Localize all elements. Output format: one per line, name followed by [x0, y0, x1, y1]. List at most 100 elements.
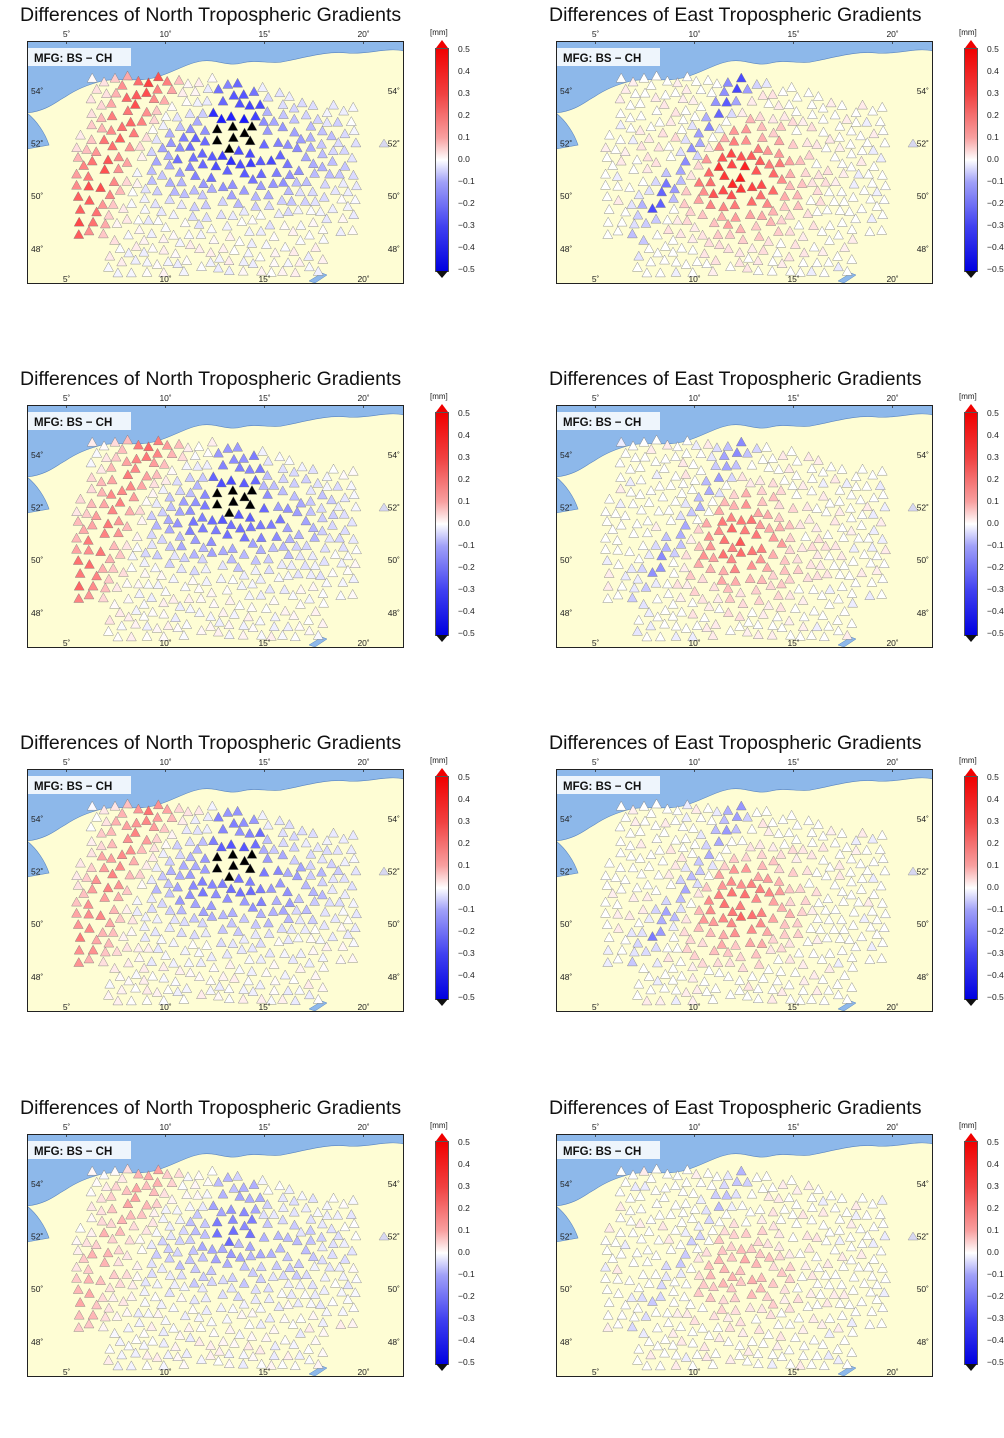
- station-marker: [610, 872, 621, 882]
- station-marker: [255, 883, 266, 894]
- station-marker: [238, 453, 250, 463]
- station-marker: [818, 1219, 829, 1230]
- station-marker: [85, 1186, 97, 1197]
- station-marker: [348, 897, 359, 908]
- station-marker: [817, 477, 829, 488]
- station-marker: [658, 463, 670, 473]
- station-marker: [101, 816, 112, 826]
- station-marker: [686, 142, 697, 153]
- station-marker: [347, 952, 359, 963]
- station-marker: [96, 122, 108, 133]
- station-marker: [679, 926, 690, 937]
- station-marker: [844, 1299, 855, 1309]
- station-marker: [615, 1165, 627, 1176]
- colorbar-tick: −0.1: [987, 904, 1004, 914]
- station-marker: [847, 191, 859, 202]
- station-marker: [637, 904, 649, 914]
- station-marker: [296, 97, 308, 108]
- station-marker: [193, 805, 205, 815]
- station-marker: [305, 204, 317, 215]
- station-marker: [705, 540, 716, 551]
- station-marker: [312, 477, 324, 488]
- station-marker: [672, 441, 683, 451]
- station-marker: [615, 862, 626, 872]
- station-marker: [263, 189, 274, 200]
- station-marker: [206, 436, 218, 447]
- station-marker: [141, 984, 153, 995]
- lat-tick-left: 52˚: [31, 867, 43, 877]
- station-marker: [228, 496, 239, 506]
- station-marker: [879, 137, 891, 148]
- station-marker: [672, 805, 683, 815]
- station-marker: [625, 486, 637, 497]
- station-marker: [178, 859, 190, 870]
- station-marker: [665, 878, 677, 889]
- station-marker: [98, 1227, 110, 1238]
- station-marker: [651, 798, 662, 809]
- station-marker: [164, 855, 176, 866]
- station-marker: [136, 115, 148, 126]
- station-marker: [675, 592, 686, 602]
- station-marker: [651, 1163, 662, 1174]
- station-marker: [705, 1292, 716, 1302]
- station-marker: [151, 1198, 163, 1208]
- station-marker: [753, 1323, 765, 1334]
- station-marker: [785, 629, 796, 640]
- station-marker: [279, 948, 290, 958]
- station-marker: [685, 933, 696, 944]
- station-marker: [859, 1277, 870, 1288]
- station-marker: [656, 186, 668, 197]
- station-marker: [188, 912, 200, 923]
- station-marker: [762, 145, 774, 155]
- station-marker: [834, 568, 846, 579]
- station-marker: [783, 99, 795, 109]
- station-marker: [718, 86, 730, 96]
- station-marker: [856, 1238, 868, 1248]
- panel-title: Differences of East Tropospheric Gradien…: [549, 4, 922, 26]
- station-marker: [168, 593, 179, 604]
- station-marker: [157, 119, 169, 130]
- colorbar-tick: −0.4: [987, 1335, 1004, 1345]
- station-marker: [876, 829, 888, 840]
- station-marker: [197, 522, 209, 533]
- station-marker: [215, 573, 227, 583]
- station-marker: [713, 869, 725, 879]
- colorbar-tick: 0.5: [987, 1137, 999, 1147]
- station-marker: [724, 1321, 736, 1332]
- station-marker: [726, 1282, 737, 1293]
- station-marker: [184, 108, 196, 118]
- station-marker: [615, 498, 626, 508]
- run-label-text: MFG: BS − CH: [34, 781, 112, 793]
- station-marker: [187, 210, 199, 221]
- station-marker: [232, 1291, 244, 1301]
- station-marker: [83, 953, 95, 964]
- station-marker: [274, 513, 286, 524]
- station-marker: [334, 896, 345, 907]
- lon-tick-top: 15˚: [787, 1122, 800, 1132]
- station-marker: [600, 142, 612, 152]
- station-marker: [146, 146, 158, 156]
- station-marker: [134, 868, 146, 879]
- station-marker: [282, 934, 294, 944]
- lon-tick-bottom: 10˚: [688, 1367, 700, 1377]
- station-marker: [686, 119, 698, 130]
- station-marker: [214, 252, 225, 263]
- station-marker: [765, 580, 777, 590]
- station-marker: [876, 1317, 888, 1328]
- station-marker: [757, 132, 768, 142]
- station-marker: [680, 1352, 692, 1362]
- station-marker: [207, 1200, 219, 1210]
- station-marker: [694, 501, 706, 511]
- station-marker: [824, 1313, 836, 1323]
- station-marker: [338, 469, 350, 480]
- station-marker: [100, 582, 111, 593]
- station-marker: [321, 1200, 333, 1210]
- station-marker: [867, 1237, 879, 1248]
- station-marker: [146, 592, 157, 602]
- station-marker: [616, 1309, 628, 1320]
- station-marker: [98, 956, 109, 967]
- station-marker: [113, 1256, 124, 1267]
- station-marker: [161, 803, 173, 814]
- station-marker: [205, 1340, 217, 1350]
- station-marker: [751, 1172, 763, 1182]
